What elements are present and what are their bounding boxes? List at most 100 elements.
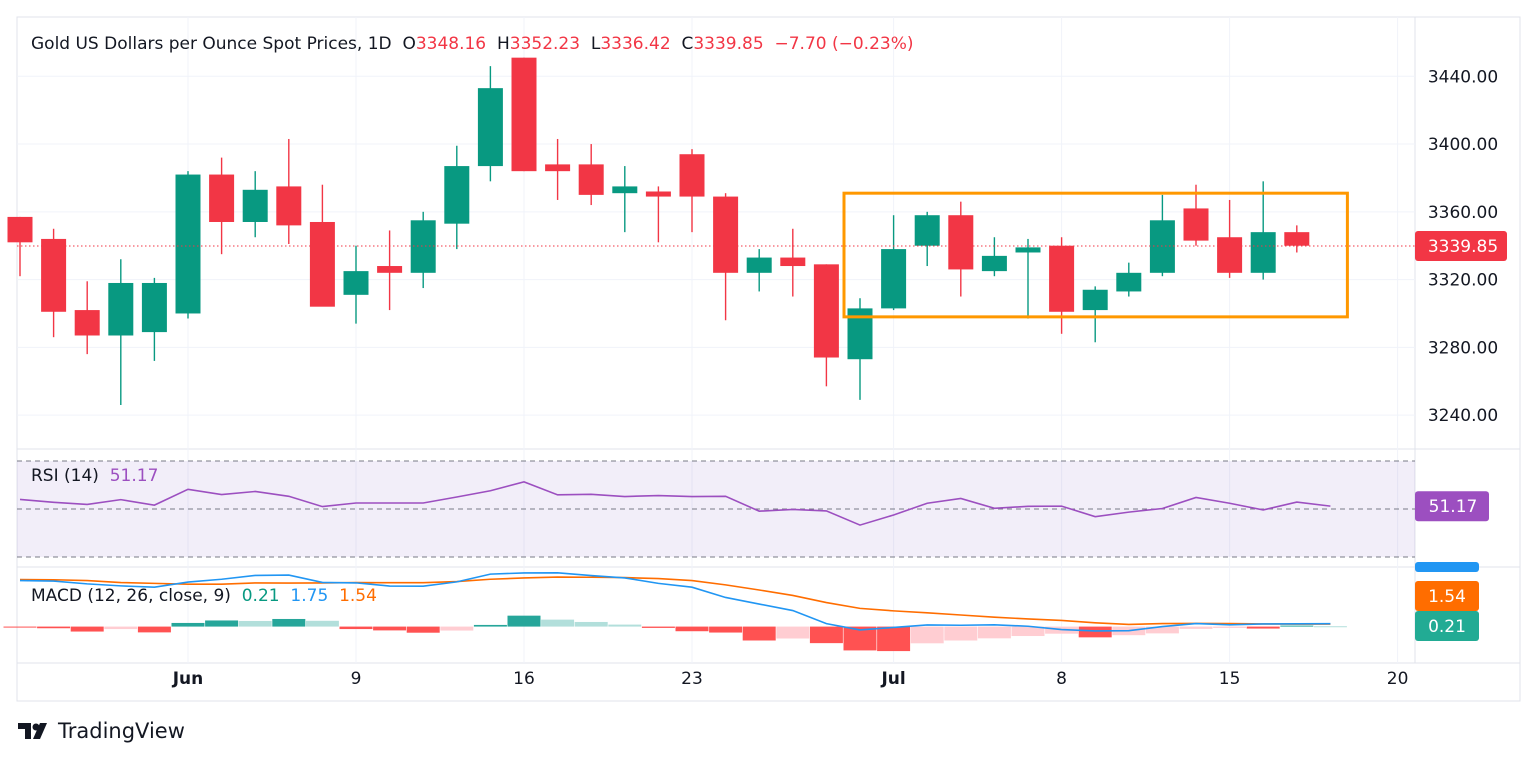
rsi-label: RSI (14) bbox=[31, 466, 99, 486]
time-tick-label: 15 bbox=[1219, 669, 1241, 689]
candles bbox=[7, 57, 1415, 405]
last-price-label: 3339.85 bbox=[1428, 237, 1498, 257]
candle-body-down bbox=[1217, 237, 1243, 273]
macd-histogram-bar bbox=[3, 626, 37, 628]
macd-histogram-bar bbox=[1280, 625, 1314, 627]
time-axis: Jun 9 16 23 Jul 8 15 20 bbox=[172, 669, 1409, 689]
macd-histogram-bar bbox=[843, 626, 877, 651]
candle-body-down bbox=[276, 186, 302, 226]
time-tick-label: 8 bbox=[1056, 669, 1067, 689]
macd-histogram-bar bbox=[675, 626, 709, 632]
macd-histogram-bar bbox=[238, 620, 272, 627]
candle-body-down bbox=[645, 191, 671, 197]
macd-legend: MACD (12, 26, close, 9) 0.21 1.75 1.54 bbox=[31, 586, 377, 606]
price-tick-label: 3440.00 bbox=[1428, 67, 1498, 87]
rsi-legend: RSI (14) 51.17 bbox=[31, 466, 158, 486]
time-tick-label: 23 bbox=[681, 669, 703, 689]
candle-body-up bbox=[612, 186, 638, 194]
candle-body-up bbox=[444, 166, 470, 224]
macd-histogram-bar bbox=[440, 626, 474, 631]
macd-signal-badge bbox=[1415, 581, 1479, 611]
price-tick-label: 3400.00 bbox=[1428, 135, 1498, 155]
legend-change: −7.70 (−0.23%) bbox=[774, 34, 914, 54]
legend-high-label: H bbox=[496, 34, 510, 54]
candle-body-up bbox=[410, 220, 436, 273]
last-price-badge bbox=[1415, 230, 1507, 261]
candle-body-down bbox=[309, 221, 335, 307]
candle-body-up bbox=[1015, 247, 1041, 253]
macd-histogram-bar bbox=[339, 626, 373, 630]
macd-histogram-bar bbox=[1213, 626, 1247, 628]
macd-line-badge bbox=[1415, 562, 1479, 572]
candle-body-down bbox=[948, 215, 974, 270]
candle-body-down bbox=[578, 164, 604, 195]
candle-body-down bbox=[679, 154, 705, 197]
legend-close-value: 3339.85 bbox=[693, 34, 764, 54]
candle-body-down bbox=[780, 257, 806, 267]
macd-histogram-bar bbox=[641, 626, 675, 628]
candle-body-down bbox=[1284, 232, 1310, 246]
candle-body-down bbox=[377, 266, 403, 273]
macd-histogram-bar bbox=[944, 626, 978, 641]
candle-body-down bbox=[813, 264, 839, 358]
macd-histogram-bar bbox=[910, 626, 944, 644]
macd-signal-line bbox=[19, 576, 1331, 626]
macd-histogram-bar bbox=[1313, 626, 1347, 628]
price-tick-label: 3240.00 bbox=[1428, 406, 1498, 426]
legend-close-label: C bbox=[681, 34, 694, 54]
tradingview-brand[interactable]: TradingView bbox=[18, 719, 185, 743]
price-grid bbox=[17, 17, 1415, 663]
price-tick-label: 3360.00 bbox=[1428, 203, 1498, 223]
candle-body-up bbox=[108, 282, 134, 336]
macd-hist-badge-label: 0.21 bbox=[1428, 617, 1466, 637]
time-tick-label: 16 bbox=[513, 669, 535, 689]
macd-signal-value: 1.54 bbox=[339, 586, 377, 606]
candle-body-down bbox=[7, 216, 33, 243]
price-tick-label: 3280.00 bbox=[1428, 338, 1498, 358]
legend-title: Gold US Dollars per Ounce Spot Prices, 1… bbox=[31, 34, 392, 54]
macd-histogram-bar bbox=[574, 621, 608, 627]
candle-body-down bbox=[209, 174, 235, 222]
macd-histogram-bar bbox=[1145, 626, 1179, 634]
macd-histogram-bar bbox=[541, 619, 575, 627]
candle-body-down bbox=[713, 196, 739, 273]
macd-histogram-bar bbox=[608, 624, 642, 627]
macd-histogram-bar bbox=[1011, 626, 1045, 637]
consolidation-box bbox=[842, 191, 1349, 319]
macd-histogram-bar bbox=[37, 626, 71, 629]
candle-body-up bbox=[1082, 289, 1108, 311]
macd-histogram-bar bbox=[272, 618, 306, 627]
macd-line bbox=[19, 571, 1331, 632]
macd-histogram-bar bbox=[473, 624, 507, 627]
candle-body-up bbox=[1116, 272, 1142, 292]
legend-high-value: 3352.23 bbox=[509, 34, 581, 54]
tradingview-logo-icon bbox=[18, 723, 47, 739]
macd-histogram-bar bbox=[305, 620, 339, 627]
rsi-value: 51.17 bbox=[109, 466, 159, 486]
brand-name: TradingView bbox=[58, 719, 185, 743]
candle-body-up bbox=[477, 88, 503, 167]
rsi-pane: 51.17 bbox=[17, 460, 1489, 558]
macd-histogram-bar bbox=[137, 626, 171, 633]
candle-body-up bbox=[1149, 220, 1175, 273]
price-legend: Gold US Dollars per Ounce Spot Prices, 1… bbox=[31, 34, 914, 54]
macd-histogram-bar bbox=[809, 626, 843, 644]
legend-low-value: 3336.42 bbox=[600, 34, 671, 54]
macd-histogram-bar bbox=[171, 622, 205, 627]
macd-histogram-bar bbox=[205, 620, 239, 627]
time-tick-label: 20 bbox=[1387, 669, 1409, 689]
macd-pane: 1.54 0.21 bbox=[3, 562, 1479, 652]
chart-frame bbox=[16, 16, 1521, 702]
candle-body-up bbox=[175, 174, 201, 314]
candle-body-down bbox=[41, 238, 67, 312]
macd-histogram-bar bbox=[742, 626, 776, 641]
candle-body-up bbox=[242, 189, 268, 222]
candle-body-down bbox=[1049, 245, 1075, 312]
price-axis: 3440.00 3400.00 3360.00 3320.00 3280.00 3240.… bbox=[1415, 67, 1507, 426]
candle-body-down bbox=[1183, 208, 1209, 241]
macd-histogram-bar bbox=[877, 626, 911, 652]
candle-body-up bbox=[914, 215, 940, 246]
macd-signal-badge-label: 1.54 bbox=[1428, 587, 1466, 607]
legend-open-value: 3348.16 bbox=[415, 34, 487, 54]
price-tick-label: 3320.00 bbox=[1428, 271, 1498, 291]
